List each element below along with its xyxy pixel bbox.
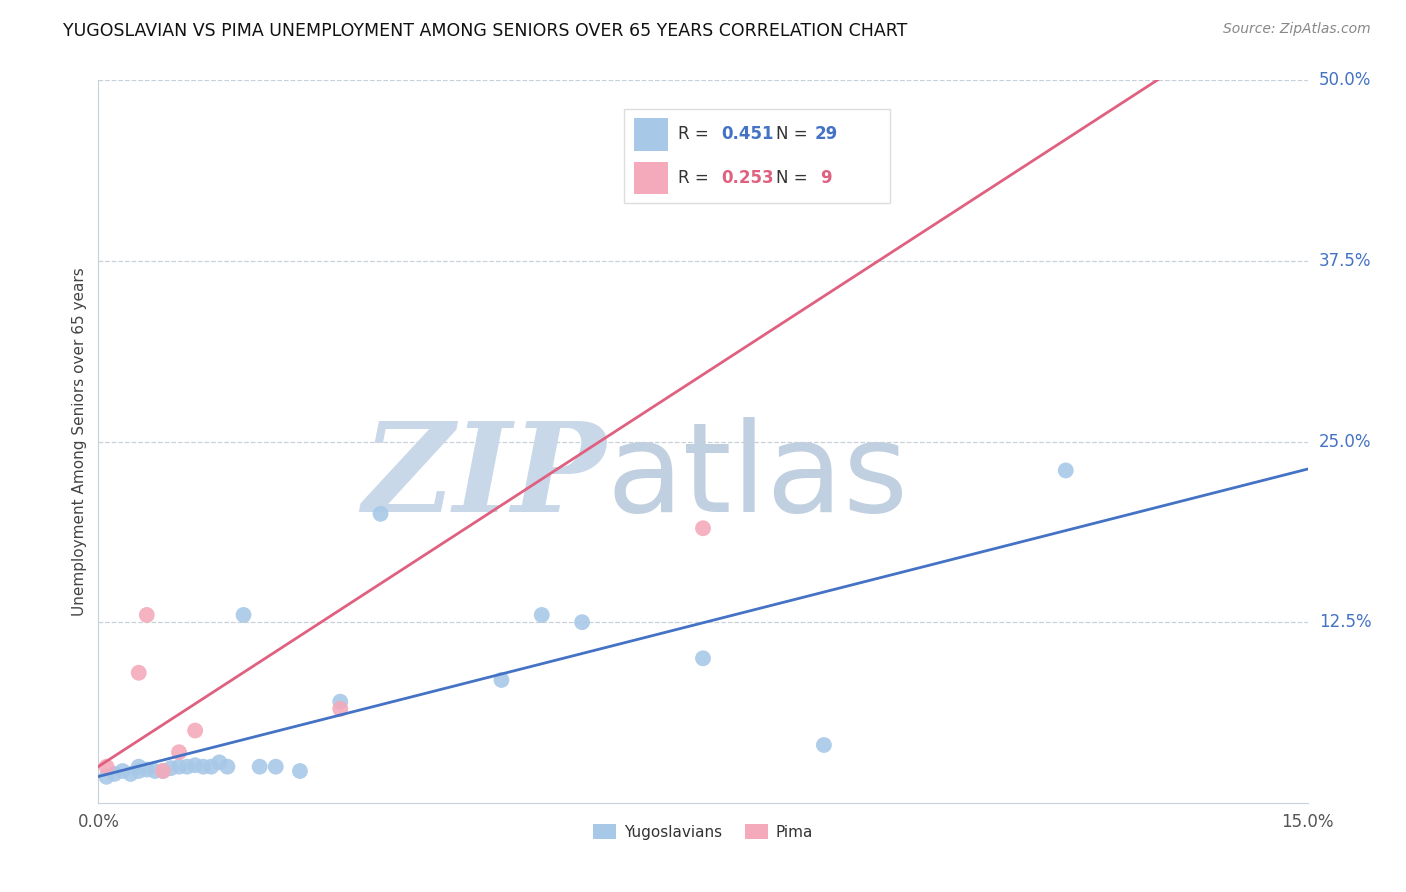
Point [176, 760, 198, 774]
Point [264, 760, 287, 774]
FancyBboxPatch shape [634, 119, 668, 151]
Point [120, 767, 142, 781]
Point [249, 760, 271, 774]
Point [128, 760, 150, 774]
Point [329, 695, 352, 709]
Text: 29: 29 [814, 126, 838, 144]
Text: R =: R = [678, 169, 714, 186]
Point [160, 761, 183, 775]
Point [193, 760, 215, 774]
Text: 25.0%: 25.0% [1319, 433, 1371, 450]
Text: YUGOSLAVIAN VS PIMA UNEMPLOYMENT AMONG SENIORS OVER 65 YEARS CORRELATION CHART: YUGOSLAVIAN VS PIMA UNEMPLOYMENT AMONG S… [63, 22, 908, 40]
Point [167, 760, 190, 774]
Point [128, 764, 150, 778]
Point [733, 160, 755, 174]
Point [111, 764, 134, 778]
Point [491, 673, 513, 687]
Point [128, 665, 150, 680]
Point [152, 764, 174, 778]
Point [96, 760, 118, 774]
Text: 12.5%: 12.5% [1319, 613, 1371, 632]
Point [135, 607, 157, 622]
Point [152, 764, 174, 778]
Text: 9: 9 [820, 169, 832, 186]
Point [370, 507, 392, 521]
Y-axis label: Unemployment Among Seniors over 65 years: Unemployment Among Seniors over 65 years [72, 268, 87, 615]
Point [813, 738, 835, 752]
Point [217, 760, 239, 774]
Point [184, 723, 207, 738]
Point [530, 607, 553, 622]
Text: Source: ZipAtlas.com: Source: ZipAtlas.com [1223, 22, 1371, 37]
Point [208, 756, 231, 770]
Text: 0.253: 0.253 [721, 169, 773, 186]
Point [1054, 463, 1077, 477]
Point [571, 615, 593, 630]
Text: ZIP: ZIP [363, 417, 606, 539]
FancyBboxPatch shape [634, 161, 668, 194]
Point [96, 770, 118, 784]
Point [184, 758, 207, 772]
Text: 0.451: 0.451 [721, 126, 773, 144]
Point [232, 607, 254, 622]
Text: R =: R = [678, 126, 714, 144]
Text: N =: N = [776, 126, 813, 144]
Point [200, 760, 222, 774]
Point [692, 521, 714, 535]
Point [167, 745, 190, 759]
Point [103, 767, 125, 781]
Text: N =: N = [776, 169, 813, 186]
Point [143, 764, 166, 778]
Text: atlas: atlas [606, 417, 908, 538]
Point [329, 702, 352, 716]
Text: 37.5%: 37.5% [1319, 252, 1371, 270]
Point [135, 763, 157, 777]
Point [692, 651, 714, 665]
Legend: Yugoslavians, Pima: Yugoslavians, Pima [588, 818, 818, 846]
Text: 50.0%: 50.0% [1319, 71, 1371, 89]
FancyBboxPatch shape [624, 109, 890, 203]
Point [288, 764, 311, 778]
